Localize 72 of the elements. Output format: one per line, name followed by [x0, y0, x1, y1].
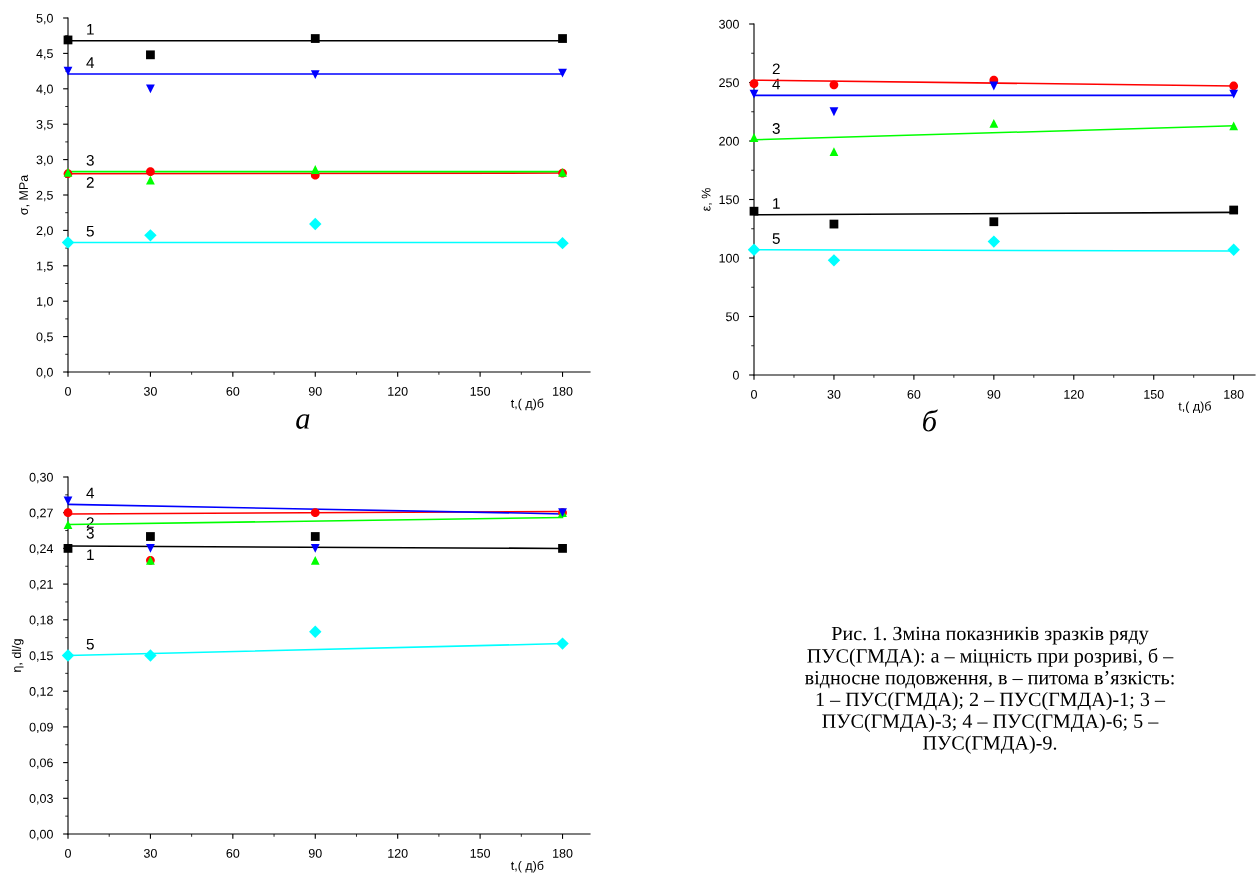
x-tick-label: 150: [1144, 389, 1164, 399]
y-tick-label: 0,21: [29, 579, 53, 591]
y-tick-label: 0,09: [29, 722, 53, 734]
y-tick-label: 50: [726, 312, 739, 322]
y-tick-label: 1,0: [36, 297, 53, 308]
annotation: 4: [86, 57, 95, 68]
annotation: 4: [86, 487, 95, 499]
y-axis-title: η, dl/g: [11, 639, 24, 672]
x-tick-label: 30: [143, 386, 157, 396]
y-tick-label: 0,00: [29, 829, 53, 841]
y-tick-label: 0,30: [29, 472, 53, 484]
annotation: 2: [772, 63, 780, 75]
x-tick-label: 150: [470, 848, 491, 858]
annotation: 5: [772, 233, 780, 244]
text: б: [923, 409, 938, 432]
x-tick-label: 0: [751, 389, 757, 399]
x-tick-label: 180: [553, 848, 573, 858]
y-tick-label: 200: [719, 136, 739, 146]
y-axis-title: ε, %: [701, 188, 713, 211]
x-tick-label: 90: [308, 848, 322, 858]
y-tick-label: 0: [732, 370, 739, 380]
y-tick-label: 300: [719, 19, 739, 29]
annotation: 1: [87, 24, 94, 35]
y-tick-label: 0,03: [29, 794, 53, 805]
x-axis-title: t,( д)б: [510, 398, 544, 411]
annotation: 1: [773, 198, 780, 209]
x-tick-label: 90: [987, 389, 1001, 399]
x-tick-label: 30: [827, 389, 841, 399]
text: а: [296, 414, 310, 429]
annotation: 1: [87, 549, 94, 560]
y-tick-label: 100: [719, 253, 739, 263]
annotation: 2: [86, 177, 94, 188]
y-tick-label: 4,5: [36, 49, 53, 60]
y-tick-label: 1,5: [36, 261, 53, 272]
y-tick-label: 0,06: [29, 758, 53, 769]
x-tick-label: 120: [1064, 389, 1084, 399]
annotation: 5: [86, 225, 94, 237]
x-axis-title: t,( д)б: [1178, 401, 1211, 414]
y-tick-label: 2,5: [36, 190, 53, 202]
x-tick-label: 60: [226, 386, 240, 396]
x-tick-label: 120: [388, 848, 408, 858]
x-tick-label: 60: [907, 389, 921, 399]
text: Рис. 1. Зміна показників зразків ряду ПУС(ГМДА): а – міцність при розриві, б – відносне подовження, в – питома в’язкість: 1 – ПУС(ГМДА); 2 – ПУС(ГМДА)-1; 3 – ПУС(ГМДА)-3; 4 – ПУС(ГМДА)-6; 5 – ПУС(ГМДА)-9.: [805, 626, 1174, 754]
y-tick-label: 0,0: [36, 367, 53, 379]
x-tick-label: 60: [226, 848, 240, 858]
x-tick-label: 150: [470, 386, 491, 396]
y-tick-label: 150: [719, 195, 739, 205]
y-tick-label: 3,0: [36, 155, 53, 166]
y-tick-label: 0,5: [36, 332, 53, 343]
y-tick-label: 5,0: [36, 13, 53, 25]
x-tick-label: 120: [388, 386, 408, 396]
y-tick-label: 0,15: [29, 651, 53, 662]
y-tick-label: 2,0: [36, 226, 53, 237]
annotation: 3: [86, 527, 94, 539]
x-tick-label: 90: [308, 386, 322, 396]
y-tick-label: 0,12: [29, 687, 53, 698]
y-tick-label: 0,24: [29, 544, 54, 555]
y-tick-label: 4,0: [36, 84, 53, 95]
annotation: 3: [772, 123, 780, 134]
y-tick-label: 250: [719, 78, 739, 88]
annotation: 3: [86, 154, 94, 166]
x-tick-label: 0: [65, 848, 71, 858]
x-tick-label: 180: [1224, 389, 1244, 399]
y-tick-label: 0,27: [29, 508, 53, 519]
x-tick-label: 180: [553, 386, 573, 396]
y-axis-title: σ, MPa: [19, 174, 30, 215]
y-tick-label: 0,18: [29, 615, 53, 626]
x-axis-title: t,( д)б: [510, 860, 544, 873]
annotation: 5: [86, 638, 94, 650]
x-tick-label: 30: [143, 848, 157, 858]
y-tick-label: 3,5: [36, 120, 53, 131]
x-tick-label: 0: [65, 386, 71, 396]
